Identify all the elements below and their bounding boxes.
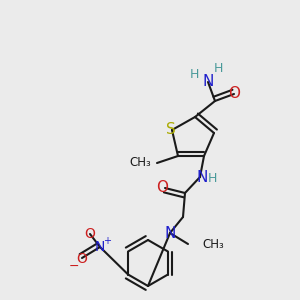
Text: S: S — [166, 122, 176, 137]
Text: N: N — [95, 240, 105, 254]
Text: CH₃: CH₃ — [202, 238, 224, 250]
Text: N: N — [164, 226, 176, 241]
Text: +: + — [103, 236, 111, 246]
Text: O: O — [156, 181, 168, 196]
Text: N: N — [196, 169, 208, 184]
Text: −: − — [69, 260, 79, 272]
Text: O: O — [76, 252, 87, 266]
Text: H: H — [213, 61, 223, 74]
Text: N: N — [202, 74, 214, 89]
Text: O: O — [85, 227, 95, 241]
Text: O: O — [228, 86, 240, 101]
Text: H: H — [207, 172, 217, 185]
Text: CH₃: CH₃ — [129, 157, 151, 169]
Text: H: H — [189, 68, 199, 80]
